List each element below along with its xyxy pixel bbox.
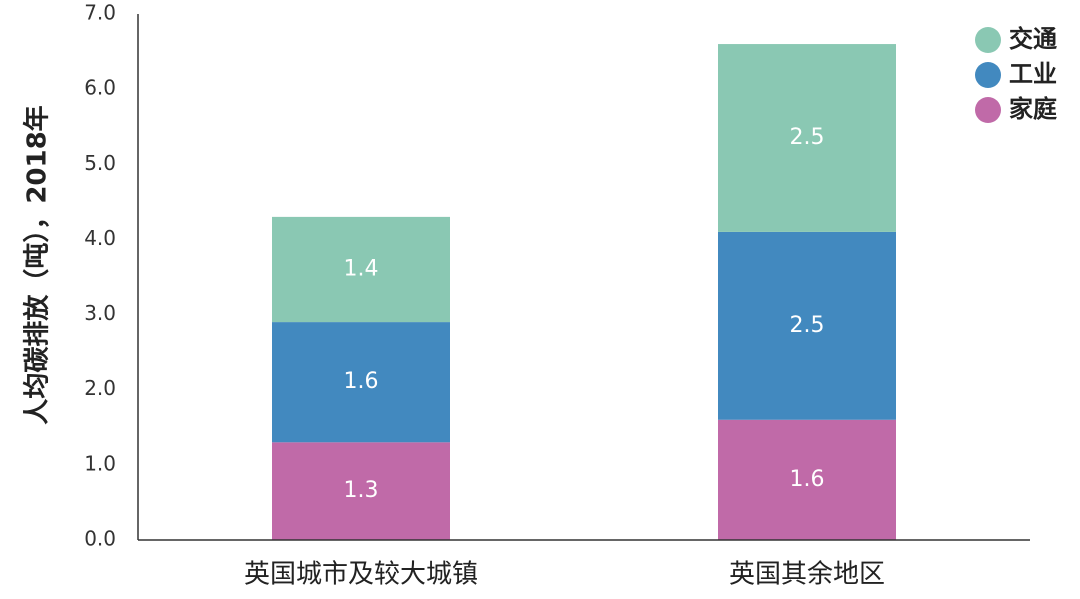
bar-segment xyxy=(718,44,896,232)
y-axis-label-group: 人均碳排放（吨），2018年 xyxy=(22,105,53,424)
y-tick-label: 7.0 xyxy=(84,1,116,25)
legend-label: 工业 xyxy=(1009,60,1057,88)
legend-swatch xyxy=(975,27,1001,53)
y-axis-label: 人均碳排放（吨），2018年 xyxy=(22,105,53,424)
category-label: 英国城市及较大城镇 xyxy=(244,560,478,590)
data-label: 2.5 xyxy=(790,313,825,338)
legend-label: 交通 xyxy=(1009,25,1057,53)
y-tick-label: 1.0 xyxy=(84,451,116,475)
y-tick-label: 4.0 xyxy=(84,226,116,250)
bar-segment xyxy=(718,419,896,540)
data-label: 1.6 xyxy=(790,467,825,492)
y-tick-label: 2.0 xyxy=(84,376,116,400)
y-tick-label: 3.0 xyxy=(84,301,116,325)
y-ticks: 0.0 1.0 2.0 3.0 4.0 5.0 6.0 7.0 xyxy=(84,1,116,551)
data-label: 1.3 xyxy=(344,478,379,503)
data-labels: 1.3 1.6 1.4 1.6 2.5 2.5 xyxy=(344,125,825,503)
bar-segment xyxy=(272,216,450,323)
y-tick-label: 0.0 xyxy=(84,527,116,551)
data-label: 1.6 xyxy=(344,369,379,394)
category-label: 英国其余地区 xyxy=(729,560,885,590)
bar-segment xyxy=(272,442,450,540)
bars xyxy=(272,44,896,540)
legend-swatch xyxy=(975,97,1001,123)
axes xyxy=(137,14,1030,541)
data-label: 1.4 xyxy=(344,256,379,281)
legend-swatch xyxy=(975,62,1001,88)
bar-segment xyxy=(272,322,450,443)
data-label: 2.5 xyxy=(790,125,825,150)
y-tick-label: 5.0 xyxy=(84,151,116,175)
category-labels: 英国城市及较大城镇 英国其余地区 xyxy=(244,560,885,590)
bar-segment xyxy=(718,231,896,420)
y-tick-label: 6.0 xyxy=(84,76,116,100)
legend-label: 家庭 xyxy=(1009,95,1057,123)
